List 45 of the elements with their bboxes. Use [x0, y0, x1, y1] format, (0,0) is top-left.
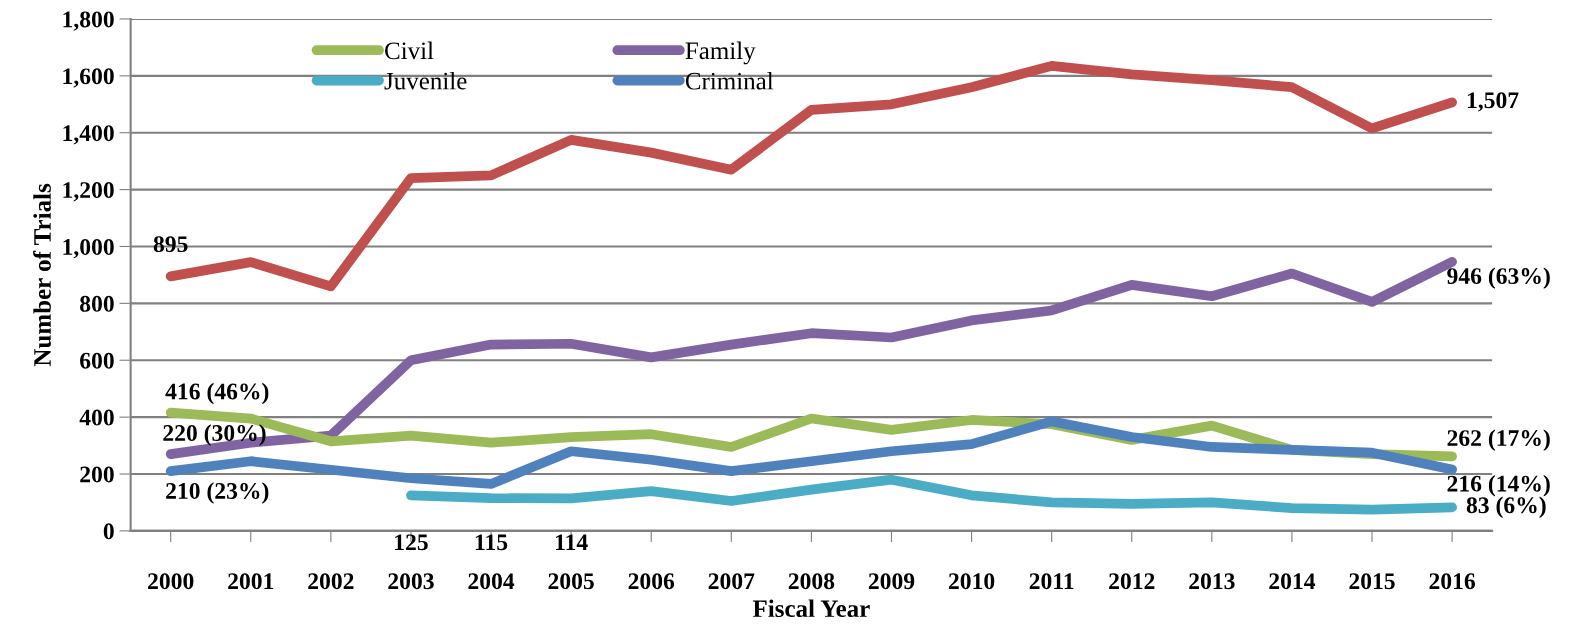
- data-label: 895: [153, 236, 188, 253]
- x-tick-label: 2009: [868, 573, 915, 590]
- x-tick-label: 2003: [388, 573, 434, 590]
- data-label: 115: [475, 534, 508, 551]
- x-tick-label: 2014: [1269, 573, 1316, 590]
- x-tick-label: 2006: [628, 573, 675, 590]
- data-label: 946 (63%): [1447, 267, 1550, 289]
- y-tick-label: 600: [80, 352, 114, 369]
- x-tick-label: 2004: [468, 573, 515, 590]
- annotation: 220 (30%): [163, 424, 266, 446]
- data-label: 262 (17%): [1447, 429, 1550, 451]
- y-tick-label: 1,200: [63, 182, 114, 202]
- x-tick-label: 2005: [548, 573, 594, 590]
- x-tick-label: 2013: [1189, 573, 1235, 590]
- y-tick-label: 1,800: [63, 11, 114, 31]
- y-tick-label: 1,600: [63, 68, 114, 88]
- x-tick-label: 2000: [148, 573, 194, 590]
- x-tick-label: 2012: [1109, 573, 1155, 590]
- x-tick-label: 2007: [708, 573, 755, 590]
- data-label: 216 (14%): [1447, 475, 1550, 497]
- x-tick-label: 2011: [1029, 573, 1074, 590]
- x-tick-label: 2016: [1429, 573, 1476, 590]
- y-axis-title: Number of Trials: [33, 183, 51, 367]
- y-tick-label: 200: [80, 466, 114, 483]
- data-label: 1,507: [1467, 92, 1519, 112]
- legend-label: Civil: [385, 41, 434, 60]
- data-label: 416 (46%): [165, 382, 269, 405]
- y-tick-label: 1,000: [63, 238, 114, 259]
- x-tick-label: 2010: [948, 573, 995, 590]
- x-tick-label: 2002: [308, 573, 354, 590]
- y-tick-label: 0: [103, 523, 114, 540]
- x-tick-label: 2001: [228, 573, 274, 590]
- data-label: 125: [395, 534, 428, 551]
- data-label: 83 (6%): [1466, 496, 1546, 518]
- x-tick-label: 2008: [788, 573, 835, 590]
- y-tick-label: 800: [80, 295, 114, 312]
- y-tick-label: 400: [79, 409, 114, 426]
- legend-label: Family: [685, 41, 756, 65]
- legend-label: Juvenile: [384, 71, 467, 90]
- legend-label: Criminal: [685, 72, 774, 90]
- y-tick-label: 1,400: [63, 125, 114, 145]
- data-label: 210 (23%): [166, 482, 269, 504]
- data-label: 114: [555, 534, 588, 551]
- x-tick-label: 2015: [1349, 573, 1395, 590]
- x-axis-title: Fiscal Year: [752, 599, 870, 618]
